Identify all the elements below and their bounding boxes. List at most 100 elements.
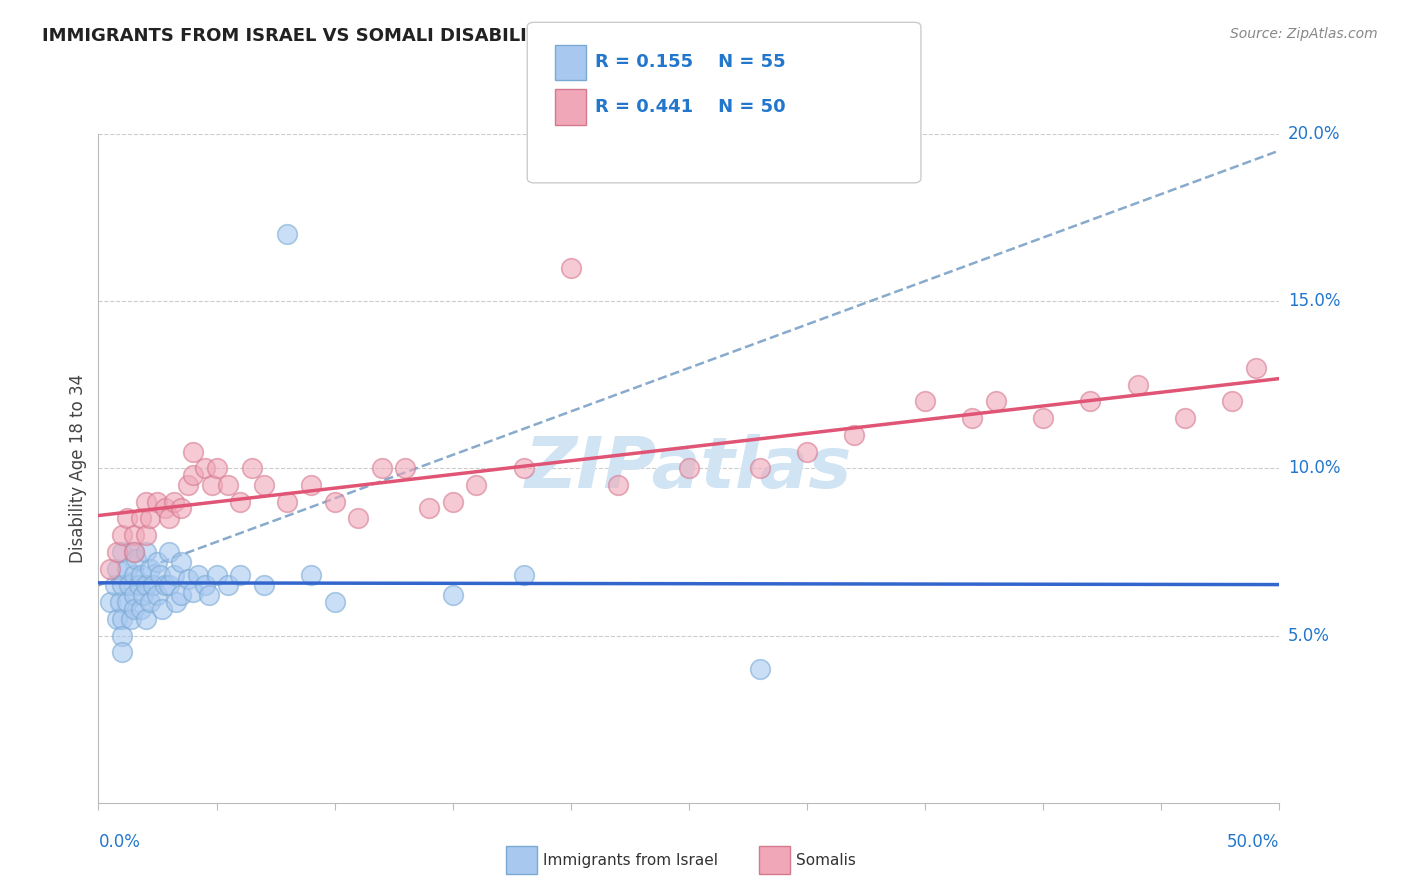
Point xyxy=(1126,377,1149,392)
Point xyxy=(153,501,176,516)
Point xyxy=(170,589,193,603)
Point xyxy=(111,628,134,642)
Point xyxy=(111,545,134,559)
Point xyxy=(299,478,322,492)
Point xyxy=(165,595,187,609)
Point xyxy=(122,568,145,582)
Point xyxy=(205,461,228,475)
Point xyxy=(142,578,165,592)
Point xyxy=(115,511,138,525)
Y-axis label: Disability Age 18 to 34: Disability Age 18 to 34 xyxy=(69,374,87,563)
Point xyxy=(121,612,143,626)
Point xyxy=(163,494,186,508)
Point xyxy=(299,568,322,582)
Point xyxy=(181,444,204,458)
Point xyxy=(177,478,200,492)
Point xyxy=(512,568,534,582)
Point xyxy=(418,501,440,516)
Point xyxy=(149,568,172,582)
Point xyxy=(129,511,152,525)
Point xyxy=(748,461,770,475)
Point xyxy=(198,589,221,603)
Point xyxy=(135,578,157,592)
Point xyxy=(135,612,157,626)
Point xyxy=(240,461,263,475)
Point xyxy=(441,494,464,508)
Text: 20.0%: 20.0% xyxy=(1288,125,1340,143)
Text: IMMIGRANTS FROM ISRAEL VS SOMALI DISABILITY AGE 18 TO 34 CORRELATION CHART: IMMIGRANTS FROM ISRAEL VS SOMALI DISABIL… xyxy=(42,27,918,45)
Point xyxy=(111,645,134,659)
Text: ZIPatlas: ZIPatlas xyxy=(526,434,852,503)
Point xyxy=(115,562,138,576)
Point xyxy=(229,494,252,508)
Point xyxy=(229,568,252,582)
Point xyxy=(844,428,866,442)
Point xyxy=(157,511,180,525)
Text: 50.0%: 50.0% xyxy=(1227,833,1279,851)
Point xyxy=(111,528,134,542)
Point xyxy=(170,501,193,516)
Point xyxy=(157,578,180,592)
Point xyxy=(108,595,131,609)
Text: Source: ZipAtlas.com: Source: ZipAtlas.com xyxy=(1230,27,1378,41)
Point xyxy=(1032,411,1054,425)
Text: Somalis: Somalis xyxy=(796,854,856,868)
Point xyxy=(560,260,582,275)
Point xyxy=(150,602,173,616)
Point xyxy=(394,461,416,475)
Point xyxy=(135,528,157,542)
Point xyxy=(323,494,346,508)
Point xyxy=(205,568,228,582)
Point xyxy=(135,545,157,559)
Text: Immigrants from Israel: Immigrants from Israel xyxy=(543,854,717,868)
Point xyxy=(748,662,770,676)
Point xyxy=(122,528,145,542)
Point xyxy=(170,555,193,569)
Point xyxy=(146,494,169,508)
Point xyxy=(115,595,138,609)
Point xyxy=(105,562,128,576)
Point xyxy=(1080,394,1102,409)
Point xyxy=(323,595,346,609)
Point xyxy=(253,478,276,492)
Point xyxy=(146,589,169,603)
Point xyxy=(153,578,176,592)
Point xyxy=(135,494,157,508)
Point xyxy=(371,461,394,475)
Point xyxy=(122,545,145,559)
Point xyxy=(163,568,186,582)
Point xyxy=(157,545,180,559)
Point xyxy=(146,555,169,569)
Point xyxy=(194,461,217,475)
Point xyxy=(914,394,936,409)
Point xyxy=(1244,361,1267,376)
Point xyxy=(98,595,121,609)
Point xyxy=(122,602,145,616)
Text: 5.0%: 5.0% xyxy=(1288,626,1330,645)
Text: 10.0%: 10.0% xyxy=(1288,459,1340,477)
Point xyxy=(181,468,204,483)
Point xyxy=(118,578,141,592)
Point xyxy=(177,572,200,586)
Point xyxy=(347,511,370,525)
Point xyxy=(276,494,298,508)
Point xyxy=(217,478,239,492)
Point xyxy=(122,545,145,559)
Point xyxy=(128,578,150,592)
Point xyxy=(129,568,152,582)
Point xyxy=(253,578,276,592)
Point xyxy=(139,562,162,576)
Point xyxy=(111,578,134,592)
Point xyxy=(984,394,1007,409)
Point xyxy=(796,444,818,458)
Point xyxy=(1220,394,1243,409)
Text: 0.0%: 0.0% xyxy=(98,833,141,851)
Point xyxy=(105,545,128,559)
Point xyxy=(111,612,134,626)
Point xyxy=(132,589,155,603)
Point xyxy=(194,578,217,592)
Point xyxy=(129,602,152,616)
Point xyxy=(512,461,534,475)
Point xyxy=(187,568,209,582)
Point xyxy=(217,578,239,592)
